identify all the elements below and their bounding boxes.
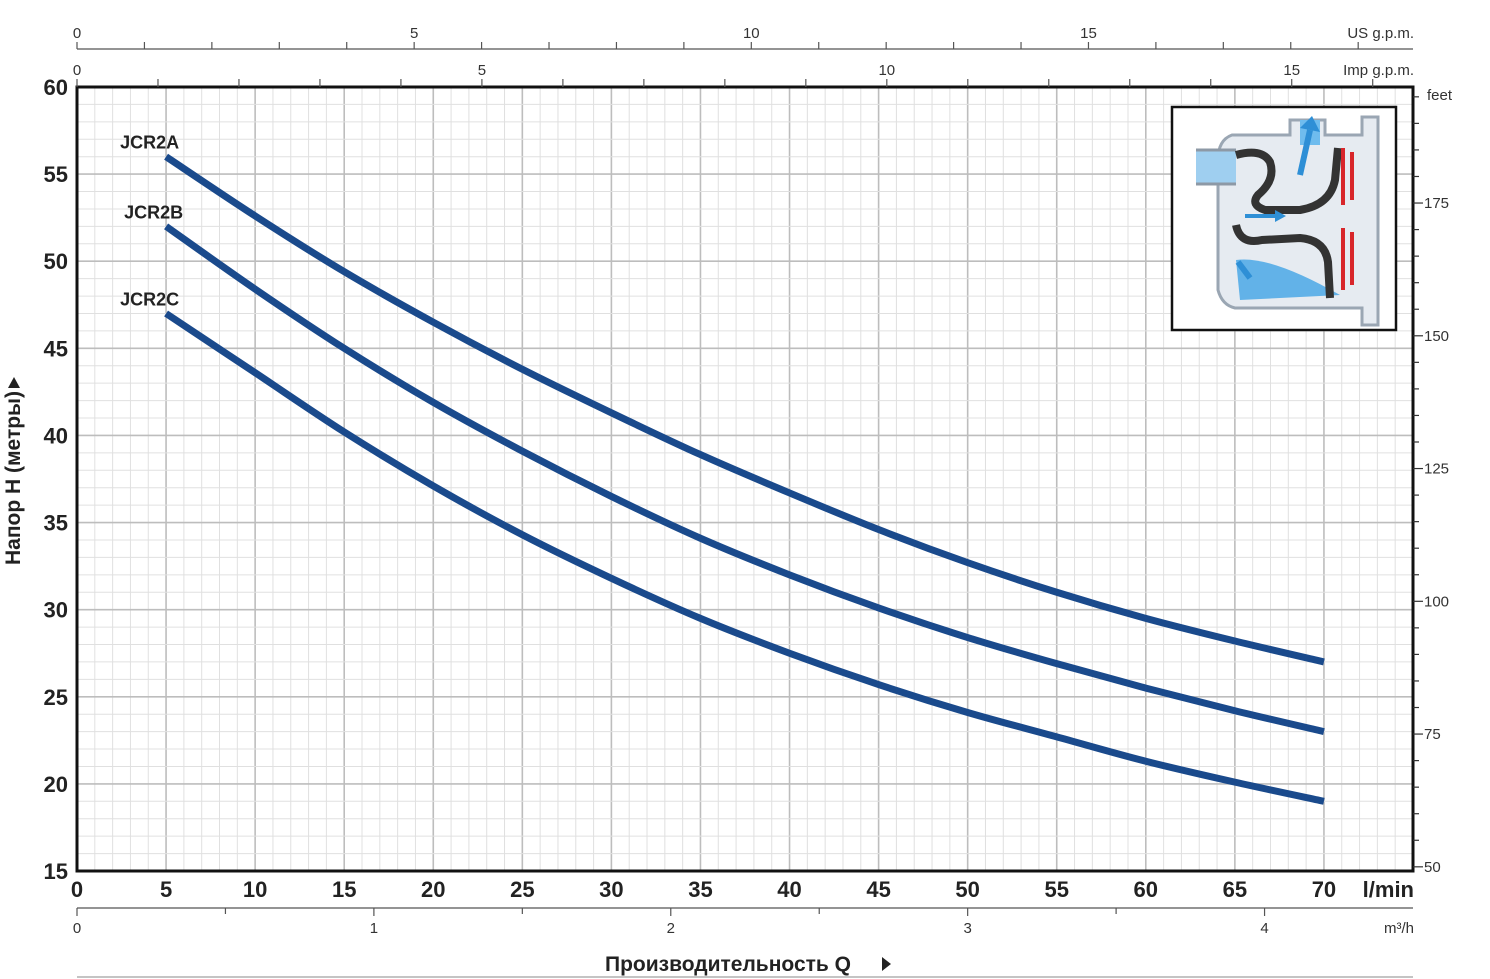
m3h-tick-label: 2 [667, 920, 675, 937]
x-tick-label: 0 [71, 877, 83, 902]
series-label-jcr2a: JCR2A [120, 133, 179, 153]
x-tick-label: 35 [688, 877, 712, 902]
y-axis-title: Напор H (метры) [2, 377, 25, 565]
x-axis-arrow-icon [882, 957, 891, 971]
x-tick-label: 55 [1044, 877, 1068, 902]
feet-unit-label: feet [1427, 87, 1453, 104]
x-tick-label: 45 [866, 877, 890, 902]
us-gpm-tick-label: 5 [410, 25, 418, 42]
m3h-tick-label: 4 [1260, 920, 1268, 937]
feet-tick-label: 100 [1424, 593, 1449, 610]
x-tick-label: 60 [1134, 877, 1158, 902]
feet-tick-label: 150 [1424, 328, 1449, 345]
m3h-tick-label: 0 [73, 920, 81, 937]
y-tick-label: 40 [44, 423, 68, 448]
feet-tick-label: 175 [1424, 195, 1449, 212]
series-line-jcr2c [164, 310, 1325, 805]
x-tick-label: 25 [510, 877, 534, 902]
x-tick-label: 10 [243, 877, 267, 902]
y-tick-label: 45 [44, 336, 68, 361]
x-tick-label: 70 [1312, 877, 1336, 902]
performance-curves [164, 153, 1325, 805]
y-tick-label: 50 [44, 249, 68, 274]
x-tick-label: 30 [599, 877, 623, 902]
x-axis-title: Производительность Q [605, 953, 891, 976]
x-tick-label: 65 [1223, 877, 1247, 902]
plot-frame [75, 85, 1415, 873]
series-line-jcr2b [164, 223, 1325, 736]
us-gpm-tick-label: 15 [1080, 25, 1097, 42]
x-axis-title-text: Производительность Q [605, 953, 851, 976]
y-tick-label: 55 [44, 162, 68, 187]
m3h-tick-label: 1 [370, 920, 378, 937]
series-label-jcr2b: JCR2B [124, 202, 183, 222]
x-tick-label: 40 [777, 877, 801, 902]
y-tick-label: 15 [44, 859, 68, 884]
x-tick-label: 20 [421, 877, 445, 902]
x-unit-label: l/min [1363, 877, 1414, 902]
feet-tick-label: 125 [1424, 461, 1449, 478]
x-tick-label: 15 [332, 877, 356, 902]
us-gpm-unit-label: US g.p.m. [1347, 25, 1414, 42]
y-axis-title-text: Напор H (метры) [2, 391, 25, 565]
x-tick-label: 5 [160, 877, 172, 902]
y-tick-label: 25 [44, 685, 68, 710]
x-tick-label: 50 [955, 877, 979, 902]
us-gpm-tick-label: 10 [743, 25, 760, 42]
series-label-jcr2c: JCR2C [120, 289, 179, 309]
y-axis-ticks: 15 20 25 30 35 40 45 50 55 60 [44, 75, 68, 884]
m3h-tick-label: 3 [963, 920, 971, 937]
y-axis-arrow-icon [8, 377, 20, 388]
imp-gpm-unit-label: Imp g.p.m. [1343, 62, 1414, 79]
pump-cross-section-inset [1170, 105, 1398, 332]
imp-gpm-tick-label: 10 [878, 62, 895, 79]
y-tick-label: 30 [44, 598, 68, 623]
imp-gpm-tick-label: 15 [1283, 62, 1300, 79]
series-line-jcr2a [164, 153, 1325, 666]
feet-axis: 50 75 100 125 150 175 [1413, 96, 1449, 876]
y-tick-label: 20 [44, 772, 68, 797]
imp-gpm-tick-label: 0 [73, 62, 81, 79]
m3h-unit-label: m³/h [1384, 920, 1414, 937]
y-tick-label: 35 [44, 511, 68, 536]
feet-tick-label: 75 [1424, 726, 1441, 743]
imp-gpm-tick-label: 5 [478, 62, 486, 79]
us-gpm-tick-label: 0 [73, 25, 81, 42]
top-axes: 0 5 10 15 0 5 10 15 [73, 25, 1374, 87]
bottom-axes: 0 5 10 15 20 25 30 35 40 45 50 55 60 65 70 0 1 2 3 4 [71, 877, 1336, 937]
feet-tick-label: 50 [1424, 859, 1441, 876]
y-tick-label: 60 [44, 75, 68, 100]
series-labels: JCR2A JCR2B JCR2C [120, 133, 183, 310]
